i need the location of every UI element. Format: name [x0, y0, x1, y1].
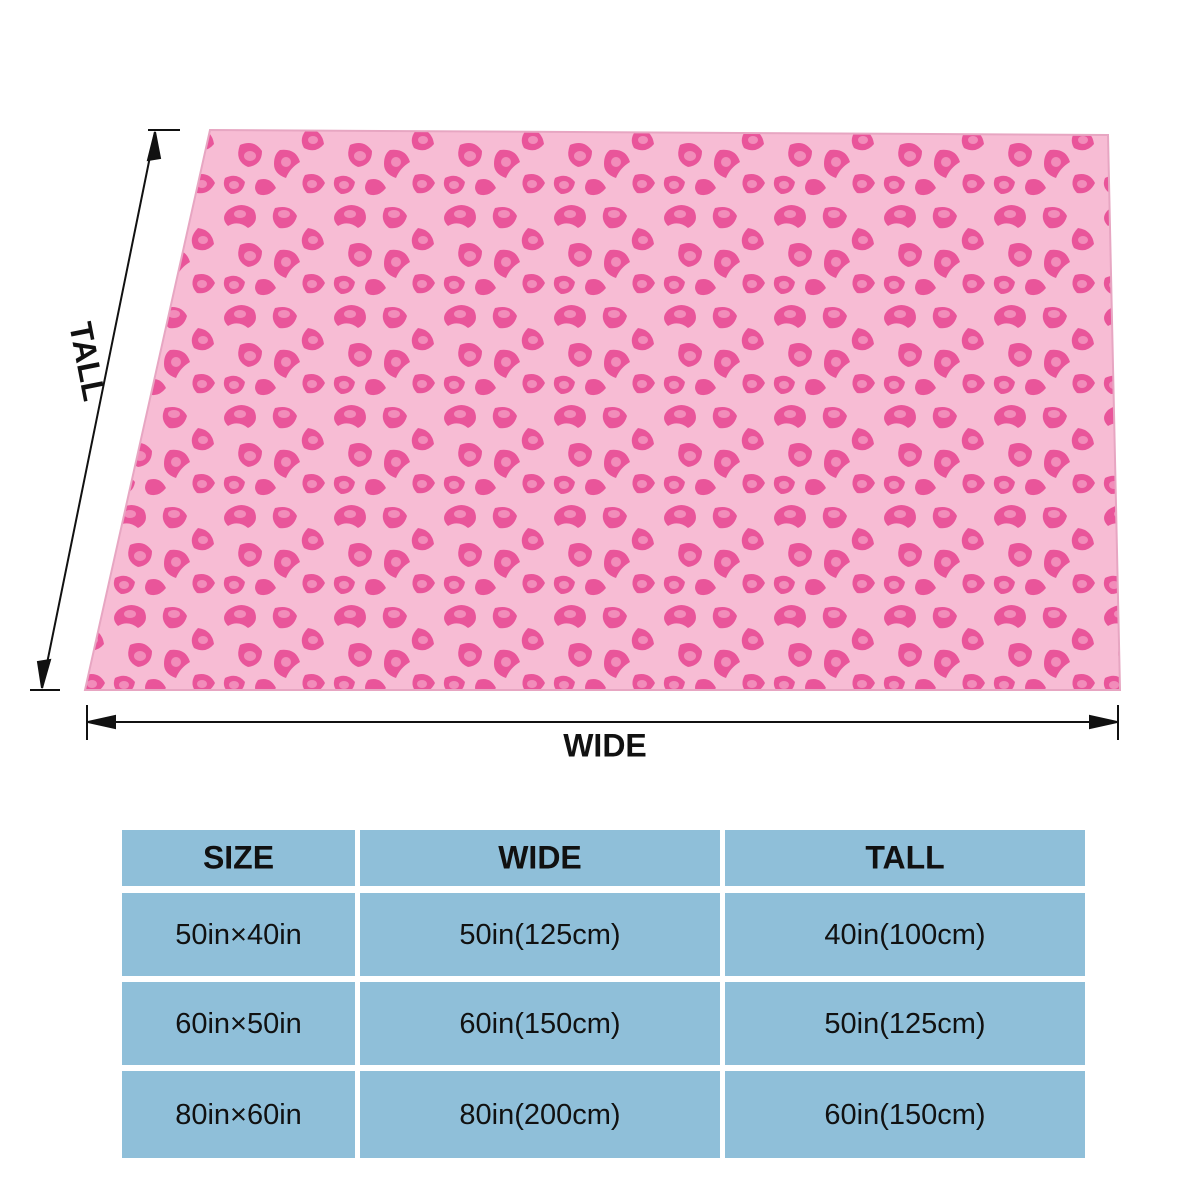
blanket — [83, 128, 1122, 691]
table-cell — [122, 1071, 355, 1158]
tall-label: TALL — [62, 319, 112, 404]
table-cell — [122, 893, 355, 976]
arrow-head — [1089, 714, 1118, 730]
table-cell — [725, 830, 1085, 886]
table-header: WIDE — [498, 839, 582, 875]
table-cell — [725, 1071, 1085, 1158]
arrow-head — [146, 131, 162, 162]
arrow-head — [36, 658, 52, 689]
table-value: 60in(150cm) — [459, 1008, 620, 1040]
arrow-head — [87, 714, 116, 730]
table-value: 40in(100cm) — [824, 919, 985, 951]
dimension-arrows — [30, 129, 1119, 740]
table-header: SIZE — [203, 839, 274, 875]
table-value: 80in×60in — [175, 1099, 302, 1131]
table-cell — [122, 830, 355, 886]
table-cell — [360, 830, 720, 886]
table-value: 60in×50in — [175, 1008, 302, 1040]
table-cell — [360, 1071, 720, 1158]
table-cell — [725, 893, 1085, 976]
table-cell — [360, 982, 720, 1065]
table-value: 80in(200cm) — [459, 1099, 620, 1131]
table-cell — [360, 893, 720, 976]
table-value: 50in(125cm) — [459, 919, 620, 951]
table-cell — [725, 982, 1085, 1065]
tall-arrow — [41, 131, 156, 689]
wide-label: WIDE — [563, 727, 647, 763]
table-value: 60in(150cm) — [824, 1099, 985, 1131]
size-table: SIZE WIDE TALL 50in×40in 50in(125cm) 40in(100… — [122, 830, 1085, 1158]
table-value: 50in(125cm) — [824, 1008, 985, 1040]
table-value: 50in×40in — [175, 919, 302, 951]
table-cell — [122, 982, 355, 1065]
table-header: TALL — [865, 839, 944, 875]
